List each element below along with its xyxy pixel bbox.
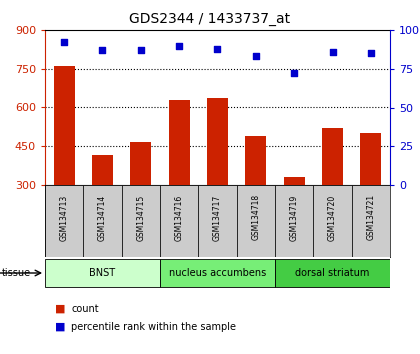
Text: GDS2344 / 1433737_at: GDS2344 / 1433737_at — [129, 12, 291, 26]
Point — [252, 53, 259, 59]
Point — [368, 50, 374, 56]
Point — [291, 70, 297, 76]
Text: GSM134714: GSM134714 — [98, 194, 107, 240]
Bar — [122, 185, 160, 257]
Text: GSM134721: GSM134721 — [366, 194, 375, 240]
Bar — [168, 100, 190, 185]
Bar — [160, 259, 275, 287]
Text: BNST: BNST — [89, 268, 116, 278]
Bar — [160, 185, 198, 257]
Bar — [54, 66, 75, 185]
Bar — [284, 177, 304, 185]
Bar — [275, 259, 390, 287]
Text: GSM134716: GSM134716 — [175, 194, 184, 240]
Text: GSM134718: GSM134718 — [251, 194, 260, 240]
Point — [214, 46, 221, 51]
Bar — [92, 155, 113, 185]
Bar — [45, 185, 83, 257]
Bar — [198, 185, 236, 257]
Text: GSM134713: GSM134713 — [60, 194, 68, 240]
Bar — [236, 185, 275, 257]
Text: count: count — [71, 304, 99, 314]
Text: dorsal striatum: dorsal striatum — [295, 268, 370, 278]
Bar — [360, 133, 381, 185]
Bar — [130, 142, 151, 185]
Text: percentile rank within the sample: percentile rank within the sample — [71, 322, 236, 332]
Point — [61, 40, 68, 45]
Text: ■: ■ — [55, 304, 65, 314]
Bar — [245, 136, 266, 185]
Text: GSM134715: GSM134715 — [136, 194, 145, 240]
Bar — [322, 128, 343, 185]
Bar — [45, 259, 160, 287]
Bar — [207, 98, 228, 185]
Text: GSM134720: GSM134720 — [328, 194, 337, 240]
Text: tissue: tissue — [2, 268, 31, 278]
Bar — [83, 185, 122, 257]
Bar — [275, 185, 313, 257]
Bar — [313, 185, 352, 257]
Point — [137, 47, 144, 53]
Text: GSM134717: GSM134717 — [213, 194, 222, 240]
Point — [329, 49, 336, 55]
Point — [99, 47, 106, 53]
Text: ■: ■ — [55, 322, 65, 332]
Bar — [352, 185, 390, 257]
Point — [176, 43, 183, 48]
Text: nucleus accumbens: nucleus accumbens — [169, 268, 266, 278]
Text: GSM134719: GSM134719 — [290, 194, 299, 240]
